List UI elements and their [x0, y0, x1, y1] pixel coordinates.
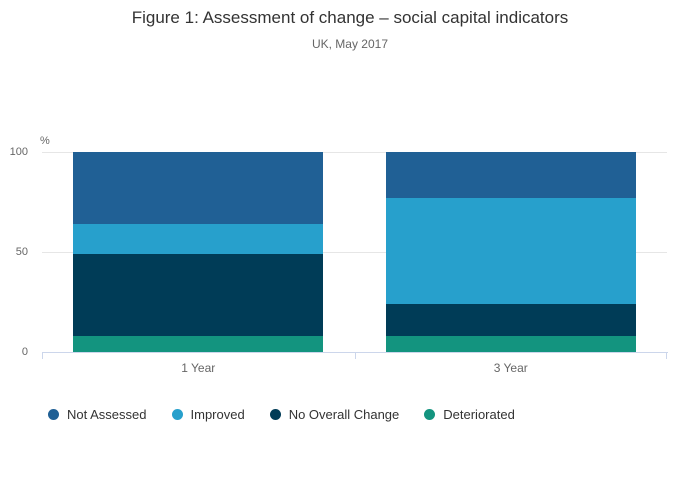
y-gridline-100 [42, 152, 667, 153]
chart-subtitle: UK, May 2017 [311, 37, 389, 51]
legend-item-not-assessed[interactable]: Not Assessed [48, 407, 147, 422]
bar-segment-3-year-no-overall-change[interactable] [385, 304, 636, 336]
legend-marker-circle-icon [171, 409, 183, 420]
y-gridline-50 [42, 252, 667, 253]
y-axis-unit-label: % [40, 135, 50, 147]
y-tick-label-0: 0 [21, 346, 28, 358]
legend-marker-circle-icon [424, 409, 436, 420]
x-axis-line [42, 352, 668, 353]
bar-segment-1-year-no-overall-change[interactable] [73, 254, 324, 336]
legend-marker-circle-icon [48, 409, 59, 420]
legend-label: Improved [190, 407, 245, 422]
chart-title: Figure 1: Assessment of change – social … [131, 8, 569, 27]
bar-segment-3-year-deteriorated[interactable] [385, 336, 636, 352]
bar-1-year[interactable] [73, 152, 324, 352]
bar-segment-3-year-improved[interactable] [385, 198, 636, 304]
y-tick-label-50: 50 [15, 246, 28, 258]
legend-item-no-overall-change[interactable]: No Overall Change [269, 407, 400, 422]
legend: Not Assessed Improved No Overall Change Det… [48, 407, 515, 422]
y-tick-label-100: 100 [9, 146, 28, 158]
legend-label: Not Assessed [67, 407, 147, 422]
bar-segment-1-year-improved[interactable] [73, 224, 324, 254]
legend-marker-circle-icon [269, 409, 281, 420]
legend-item-deteriorated[interactable]: Deteriorated [424, 407, 515, 422]
x-category-label-3-year: 3 Year [493, 361, 528, 375]
bar-segment-3-year-not-assessed[interactable] [385, 152, 636, 198]
x-axis-tick [42, 353, 43, 359]
bar-3-year[interactable] [385, 152, 636, 352]
x-axis-tick [354, 353, 356, 359]
bar-segment-1-year-deteriorated[interactable] [73, 336, 324, 352]
legend-label: No Overall Change [288, 407, 400, 422]
x-axis-tick [666, 353, 667, 359]
legend-item-improved[interactable]: Improved [171, 407, 245, 422]
bar-segment-1-year-not-assessed[interactable] [73, 152, 324, 224]
x-category-label-1-year: 1 Year [181, 361, 216, 375]
legend-label: Deteriorated [443, 407, 515, 422]
